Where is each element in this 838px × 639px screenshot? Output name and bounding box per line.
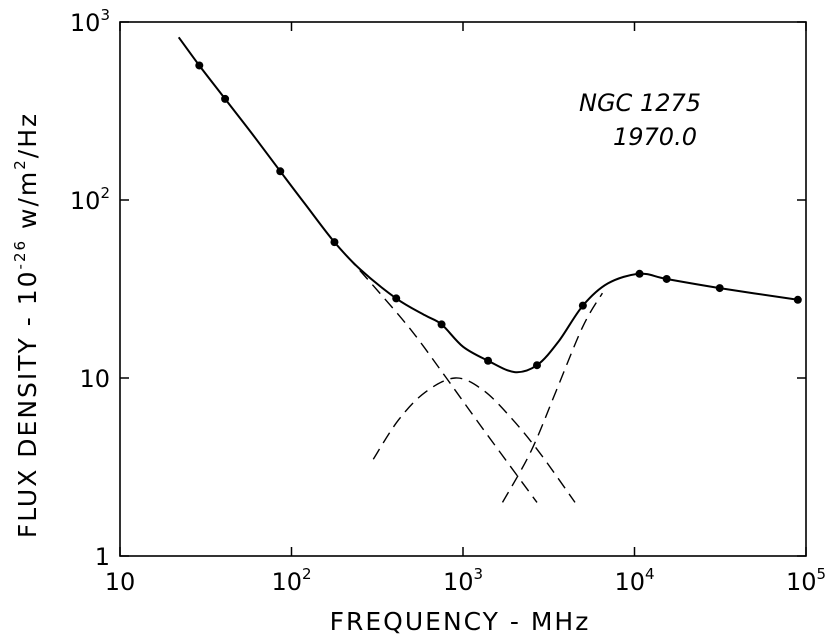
y-axis-title: FLUX DENSITY - 10-26 w/m2/Hz [11, 112, 42, 538]
data-point-1 [221, 94, 230, 103]
data-point-2 [276, 167, 285, 176]
annotation-epoch: 1970.0 [613, 123, 697, 151]
x-axis-title: FREQUENCY - MHz [330, 607, 591, 636]
component-curve-0 [333, 241, 538, 503]
data-point-11 [715, 284, 724, 293]
fitted-total-curve [177, 36, 798, 374]
data-point-7 [532, 361, 541, 370]
data-point-3 [330, 238, 339, 247]
data-point-0 [195, 61, 204, 70]
data-point-5 [437, 320, 446, 329]
data-point-4 [392, 294, 401, 303]
data-point-12 [793, 295, 802, 304]
curves [177, 36, 798, 503]
data-point-9 [635, 269, 644, 278]
y-tick-label-1: 10 [79, 365, 110, 393]
data-point-8 [578, 301, 587, 310]
data-points [195, 61, 802, 370]
x-tick-label-0: 10 [105, 568, 136, 596]
y-tick-label-2: 102 [70, 184, 110, 215]
annotation-object-name: NGC 1275 [579, 89, 701, 117]
component-curve-1 [372, 377, 576, 503]
x-tick-label-3: 104 [614, 565, 654, 596]
data-point-6 [484, 356, 493, 365]
x-tick-label-2: 103 [443, 565, 483, 596]
x-tick-label-1: 102 [271, 565, 311, 596]
component-curve-2 [501, 292, 604, 503]
y-tick-label-3: 103 [70, 6, 110, 37]
y-tick-label-0: 1 [95, 543, 110, 571]
data-point-10 [662, 274, 671, 283]
x-tick-label-4: 105 [786, 565, 826, 596]
